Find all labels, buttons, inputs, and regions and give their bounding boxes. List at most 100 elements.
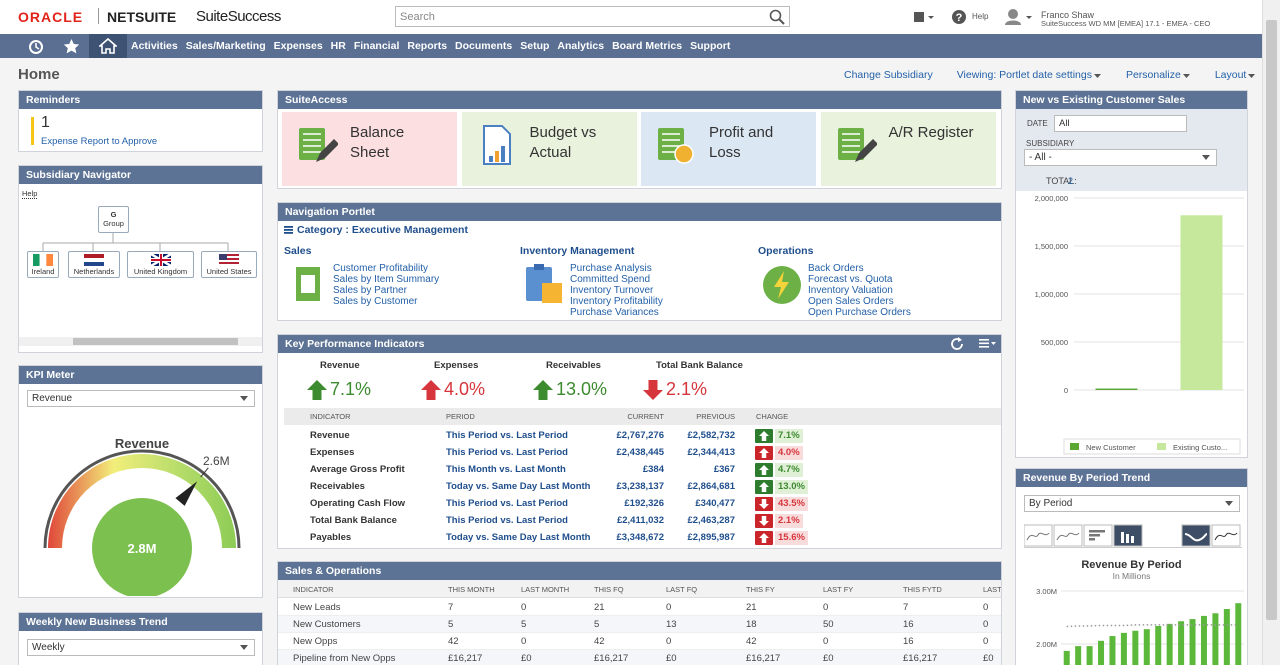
nav-item[interactable]: Reports	[407, 40, 448, 52]
gauge-track	[43, 449, 241, 549]
report-link[interactable]: Back Orders	[808, 263, 864, 274]
help-link[interactable]: Help	[22, 189, 38, 199]
page-link[interactable]: Viewing: Portlet date settings	[956, 69, 1092, 81]
kpi-period[interactable]: This Period vs. Last Period	[446, 498, 568, 509]
weekly-select[interactable]: Weekly	[27, 639, 255, 656]
nav-item[interactable]: Financial	[353, 40, 400, 52]
date-input[interactable]: All	[1054, 115, 1187, 132]
suiteaccess-tile[interactable]: Profit and Loss	[641, 112, 816, 186]
report-link[interactable]: Purchase Variances	[570, 307, 659, 318]
kpi-period[interactable]: This Period vs. Last Period	[446, 447, 568, 458]
help-link[interactable]: Help	[972, 12, 989, 21]
nav-item[interactable]: Analytics	[557, 40, 605, 52]
kpi-current[interactable]: £2,411,032	[616, 515, 664, 526]
gauge: Revenue 2.6M 2.8M	[43, 436, 241, 596]
home-tab[interactable]	[89, 34, 127, 58]
scrollbar-thumb[interactable]	[1266, 20, 1277, 620]
caret	[1225, 501, 1233, 506]
kpi-previous[interactable]: £340,477	[695, 498, 735, 509]
report-link[interactable]: Customer Profitability	[333, 263, 429, 274]
subsidiary-select[interactable]: - All -	[1024, 149, 1217, 166]
nav-item[interactable]: Support	[690, 40, 731, 52]
kpi-highlight-change: 2.1%	[666, 379, 708, 399]
org-node[interactable]: United Kingdom	[127, 251, 194, 278]
report-link[interactable]: Inventory Turnover	[570, 285, 654, 296]
glyph	[1089, 534, 1100, 537]
favorites-icon[interactable]	[63, 38, 80, 55]
column-header: LAST	[983, 585, 1002, 594]
kpi-previous[interactable]: £2,895,987	[687, 532, 735, 543]
category-label[interactable]: Category : Executive Management	[297, 224, 468, 236]
arrow	[759, 465, 769, 475]
kpi-period[interactable]: This Month vs. Last Month	[446, 464, 566, 475]
nav-item[interactable]: Setup	[520, 40, 550, 52]
help-icon[interactable]: ?	[951, 9, 967, 25]
search-box[interactable]: Search	[395, 6, 790, 27]
kpi-previous[interactable]: £2,582,732	[687, 430, 735, 441]
table-cell: £0	[983, 653, 994, 664]
kpi-highlight-arrow	[643, 380, 663, 400]
kpi-highlight-arrow	[307, 380, 327, 400]
tools-icon[interactable]	[912, 9, 936, 25]
report-link[interactable]: Committed Spend	[570, 274, 651, 285]
report-link[interactable]: Open Sales Orders	[808, 296, 894, 307]
nav-item[interactable]: Board Metrics	[612, 40, 683, 52]
scrollbar[interactable]	[1262, 0, 1280, 665]
tile-label: A/R Register	[888, 124, 974, 141]
report-link[interactable]: Open Purchase Orders	[808, 307, 911, 318]
report-link[interactable]: Sales by Customer	[333, 296, 418, 307]
bar	[1143, 629, 1150, 665]
report-link[interactable]: Forecast vs. Quota	[808, 274, 893, 285]
kpi-current[interactable]: £192,326	[624, 498, 664, 509]
reminder-label[interactable]: Expense Report to Approve	[41, 136, 158, 147]
search-icon[interactable]	[769, 9, 785, 25]
page-link[interactable]: Layout	[1214, 69, 1247, 81]
report-link[interactable]: Sales by Item Summary	[333, 274, 440, 285]
logo-suitesuccess[interactable]: SuiteSuccess	[196, 8, 281, 25]
refresh-icon[interactable]	[951, 338, 963, 350]
kpi-previous[interactable]: £367	[713, 464, 735, 475]
nav-item[interactable]: Documents	[455, 40, 513, 52]
kpi-previous[interactable]: £2,344,413	[687, 447, 735, 458]
nav-item[interactable]: Activities	[131, 40, 178, 52]
kpi-period[interactable]: Today vs. Same Day Last Month	[446, 532, 591, 543]
chart-type-button[interactable]	[1181, 524, 1211, 547]
nav-item[interactable]: Sales/Marketing	[185, 40, 266, 52]
kpi-current[interactable]: £2,767,276	[616, 430, 664, 441]
gauge-value-circle	[92, 498, 192, 596]
kpi-previous[interactable]: £2,463,287	[687, 515, 735, 526]
nav-item[interactable]: Expenses	[273, 40, 323, 52]
kpi-previous[interactable]: £2,864,681	[687, 481, 735, 492]
kpi-current[interactable]: £3,348,672	[616, 532, 664, 543]
suiteaccess-tile[interactable]: Budget vs Actual	[461, 112, 637, 186]
period-select[interactable]: By Period	[1024, 495, 1240, 512]
recent-icon[interactable]	[27, 38, 44, 55]
kpi-current[interactable]: £384	[642, 464, 664, 475]
kpi-current[interactable]: £2,438,445	[616, 447, 664, 458]
org-node-code: G	[110, 210, 117, 219]
kpi-table-header	[284, 408, 1001, 425]
scrollbar-thumb[interactable]	[73, 338, 238, 345]
org-node[interactable]: Ireland	[27, 251, 59, 278]
org-node[interactable]: Netherlands	[68, 251, 120, 278]
page-link[interactable]: Change Subsidiary	[844, 69, 933, 81]
kpi-period[interactable]: This Period vs. Last Period	[446, 515, 568, 526]
suiteaccess-tile[interactable]: Balance Sheet	[282, 112, 457, 186]
kpi-highlight-change: 13.0%	[556, 379, 608, 399]
org-node[interactable]: United States	[201, 251, 257, 278]
org-node[interactable]: G Group	[98, 206, 129, 233]
kpi-change-icon	[755, 446, 773, 460]
nav-item[interactable]: HR	[330, 40, 346, 52]
kpi-period[interactable]: This Period vs. Last Period	[446, 430, 568, 441]
report-link[interactable]: Inventory Profitability	[570, 296, 663, 307]
kpi-current[interactable]: £3,238,137	[616, 481, 664, 492]
kpi-period[interactable]: Today vs. Same Day Last Month	[446, 481, 591, 492]
page-link[interactable]: Personalize	[1125, 69, 1181, 81]
suiteaccess-tile[interactable]: A/R Register	[820, 112, 996, 186]
report-link[interactable]: Purchase Analysis	[570, 263, 652, 274]
user-icon[interactable]	[1004, 8, 1034, 26]
kpi-select[interactable]: Revenue	[27, 390, 255, 407]
report-link[interactable]: Inventory Valuation	[808, 285, 893, 296]
menu-line	[284, 232, 293, 234]
report-link[interactable]: Sales by Partner	[333, 285, 407, 296]
